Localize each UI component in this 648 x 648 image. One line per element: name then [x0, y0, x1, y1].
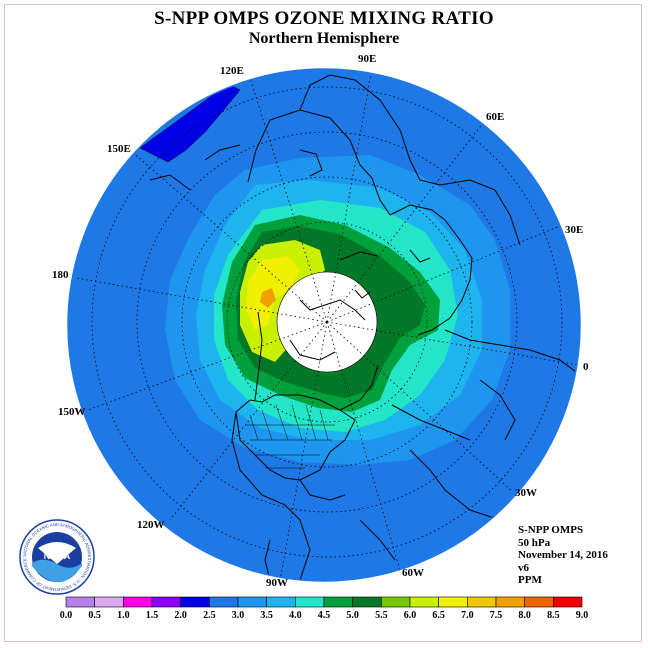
colorbar-tick-label: 6.5	[432, 610, 445, 621]
colorbar-tick-label: 3.0	[232, 610, 245, 621]
colorbar-swatch	[495, 596, 525, 608]
colorbar-tick-label: 8.0	[518, 610, 531, 621]
coastlines	[149, 74, 580, 581]
lon-label-180: 180	[52, 269, 69, 281]
map-subtitle: Northern Hemisphere	[248, 30, 400, 47]
colorbar-tick-label: 2.5	[203, 610, 216, 621]
colorbar-tick-label: 7.0	[461, 610, 474, 621]
colorbar-tick-label: 9.0	[576, 610, 589, 621]
lon-label-30w: 30W	[515, 487, 537, 499]
info-units: PPM	[518, 574, 542, 586]
map-title: S-NPP OMPS OZONE MIXING RATIO	[154, 8, 494, 29]
colorbar-tick-label: 8.5	[547, 610, 560, 621]
colorbar-tick-label: 2.0	[174, 610, 187, 621]
colorbar-tick-label: 3.5	[260, 610, 273, 621]
lon-label-60e: 60E	[486, 111, 504, 123]
lon-label-60w: 60W	[402, 567, 424, 579]
colorbar-swatch	[266, 596, 296, 608]
colorbar-tick-label: 4.0	[289, 610, 302, 621]
colorbar-swatch	[180, 596, 210, 608]
colorbar-swatch	[352, 596, 382, 608]
colorbar-tick-label: 5.0	[346, 610, 359, 621]
lon-label-120w: 120W	[137, 519, 165, 531]
lon-label-150e: 150E	[107, 143, 131, 155]
colorbar-swatch	[467, 596, 497, 608]
colorbar-swatch	[381, 596, 411, 608]
colorbar-swatch	[237, 596, 267, 608]
graticule	[75, 69, 579, 581]
band-7-0	[260, 288, 276, 308]
logo-text: NOAA	[44, 551, 71, 561]
colorbar-swatch	[123, 596, 153, 608]
colorbar-swatch	[151, 596, 181, 608]
colorbar-swatch	[65, 596, 95, 608]
lon-label-150w: 150W	[58, 406, 86, 418]
colorbar-swatch	[524, 596, 554, 608]
lon-label-30e: 30E	[565, 224, 583, 236]
colorbar-tick-label: 1.5	[146, 610, 159, 621]
map-boundary	[67, 68, 581, 582]
figure-frame	[4, 4, 642, 642]
colorbar-tick-label: 4.5	[318, 610, 331, 621]
colorbar-tick-label: 6.0	[404, 610, 417, 621]
lon-label-90w: 90W	[266, 577, 288, 589]
colorbar-tick-label: 1.0	[117, 610, 130, 621]
colorbar-swatch	[323, 596, 353, 608]
lon-label-120e: 120E	[220, 65, 244, 77]
state-boundaries	[245, 404, 335, 469]
colorbar-swatch	[94, 596, 124, 608]
colorbar-swatch	[295, 596, 325, 608]
colorbar-swatch	[409, 596, 439, 608]
lon-label-0: 0	[583, 361, 589, 373]
colorbar-tick-label: 0.0	[60, 610, 73, 621]
info-instrument: S-NPP OMPS	[518, 524, 584, 536]
info-block: S-NPP OMPS 50 hPa November 14, 2016 v6 P…	[518, 524, 608, 587]
colorbar-swatch	[209, 596, 239, 608]
info-version: v6	[518, 561, 529, 574]
info-date: November 14, 2016	[518, 549, 608, 561]
noaa-logo: NATIONAL OCEANIC AND ATMOSPHERIC ADMINIS…	[19, 519, 95, 595]
colorbar-tick-label: 0.5	[88, 610, 101, 621]
colorbar-swatch	[553, 596, 583, 608]
lon-label-90e: 90E	[358, 53, 376, 65]
info-level: 50 hPa	[518, 536, 551, 549]
colorbar-tick-label: 5.5	[375, 610, 388, 621]
colorbar-tick-label: 7.5	[490, 610, 503, 621]
colorbar-swatch	[438, 596, 468, 608]
